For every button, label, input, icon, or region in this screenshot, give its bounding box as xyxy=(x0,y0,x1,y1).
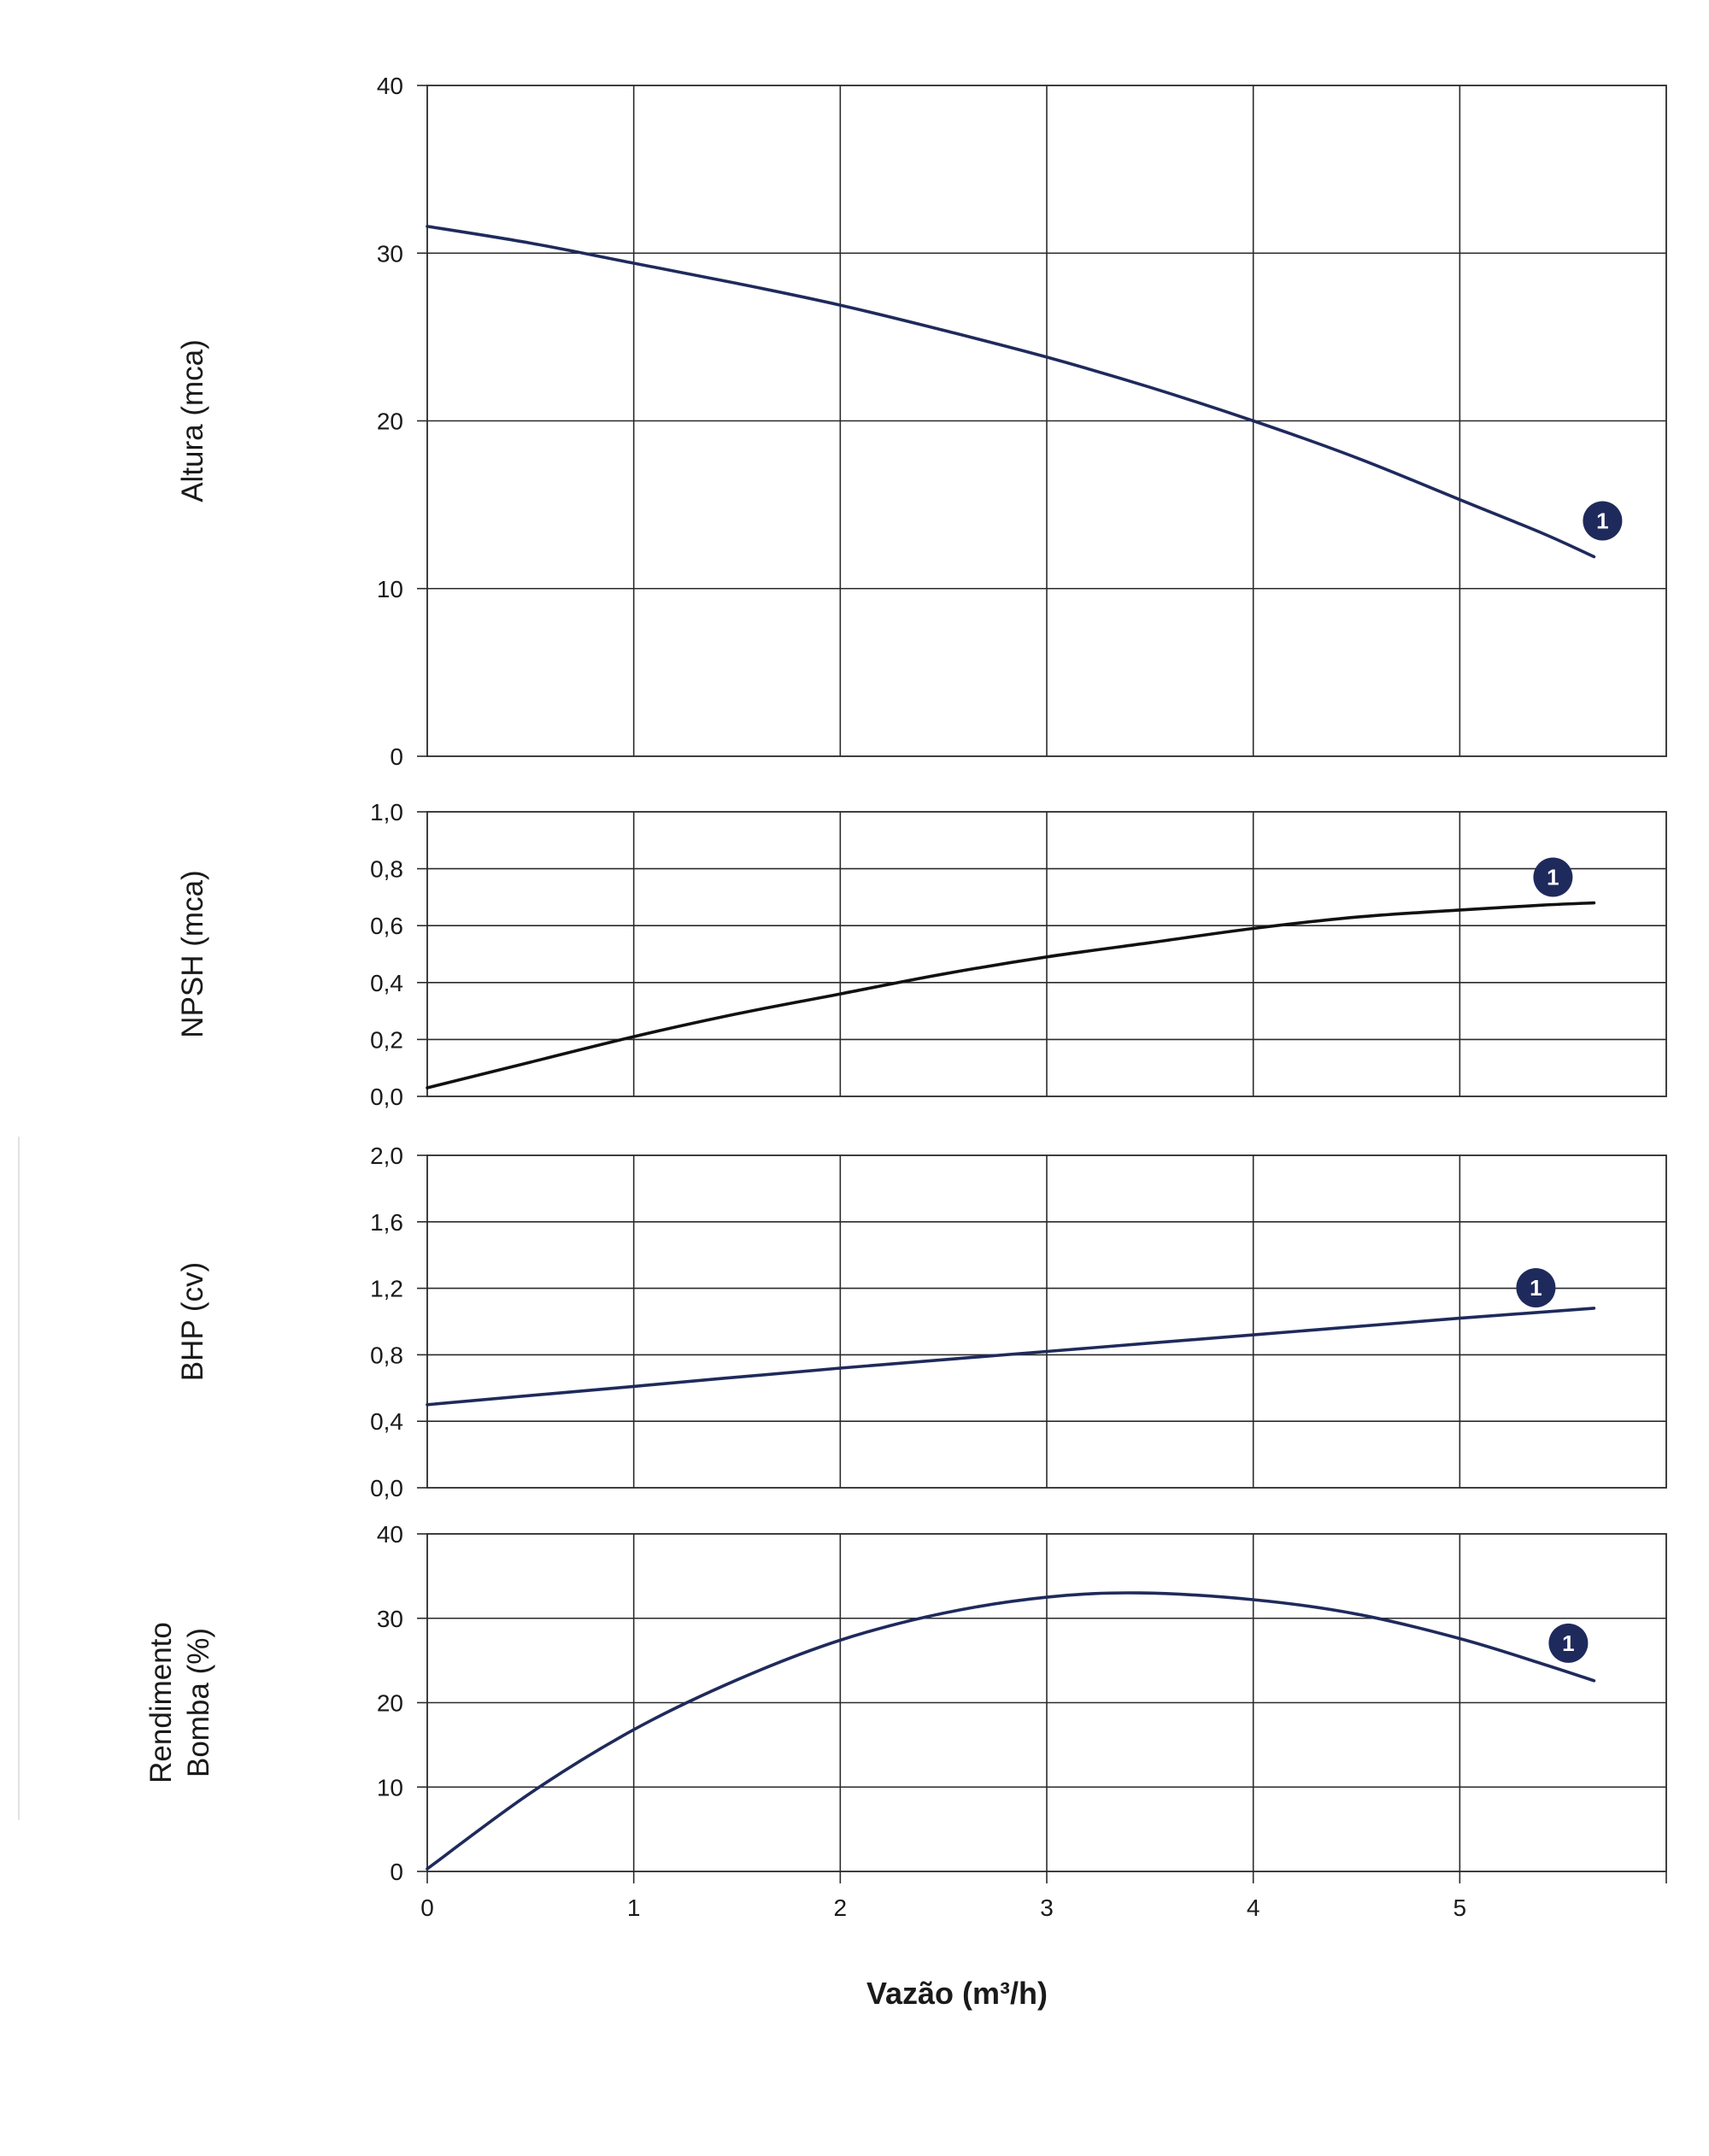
x-tick-label: 3 xyxy=(1040,1895,1054,1921)
series-line xyxy=(426,1591,1596,1871)
plot-frame xyxy=(426,1154,1667,1489)
y-tick-label: 10 xyxy=(377,1774,403,1801)
y-axis-title-line: Rendimento xyxy=(144,1622,178,1783)
chart-panel-4: 0 10 20 30 40 Rendimento Bomba (%) 0 1 2 3 4 5 1 xyxy=(144,1521,1667,1921)
chart-panel-1: 0 10 20 30 40 Altura (mca) 1 xyxy=(176,73,1667,770)
series-marker-label: 1 xyxy=(1596,508,1608,533)
y-tick-label: 1,0 xyxy=(370,799,403,825)
x-axis-title: Vazão (m³/h) xyxy=(866,1976,1048,2011)
series-marker: 1 xyxy=(1548,1623,1589,1663)
series-marker-circle xyxy=(1548,1623,1589,1663)
y-tick-label: 0,8 xyxy=(370,856,403,883)
series-marker: 1 xyxy=(1533,857,1573,897)
plot-frame xyxy=(426,811,1667,1097)
y-tick-label: 1,2 xyxy=(370,1276,403,1302)
series-marker-label: 1 xyxy=(1547,865,1559,890)
y-tick-label: 0 xyxy=(390,743,403,770)
y-tick-label: 30 xyxy=(377,1606,403,1632)
y-tick-label: 0,8 xyxy=(370,1342,403,1368)
y-tick-label: 2,0 xyxy=(370,1143,403,1169)
x-tick-label: 4 xyxy=(1247,1895,1260,1921)
y-tick-label: 0,2 xyxy=(370,1026,403,1053)
x-tick-label: 5 xyxy=(1454,1895,1467,1921)
y-tick-label: 40 xyxy=(377,73,403,99)
series-marker-circle xyxy=(1583,501,1623,541)
y-tick-label: 1,6 xyxy=(370,1209,403,1236)
y-tick-label: 0 xyxy=(390,1859,403,1885)
y-tick-label: 40 xyxy=(377,1521,403,1548)
y-axis-title: BHP (cv) xyxy=(176,1262,209,1381)
y-tick-label: 0,4 xyxy=(370,1408,403,1435)
x-tick-label: 2 xyxy=(834,1895,848,1921)
y-tick-label: 0,6 xyxy=(370,913,403,939)
y-tick-label: 0,0 xyxy=(370,1084,403,1110)
x-tick-label: 0 xyxy=(420,1895,434,1921)
series-line xyxy=(426,1307,1596,1407)
y-tick-label: 0,4 xyxy=(370,970,403,996)
y-tick-label: 20 xyxy=(377,408,403,435)
series-marker: 1 xyxy=(1516,1267,1556,1307)
chart-panel-2: 0,0 0,2 0,4 0,6 0,8 1,0 NPSH (mca) 1 xyxy=(176,799,1667,1110)
series-marker: 1 xyxy=(1583,501,1623,541)
y-tick-label: 20 xyxy=(377,1690,403,1717)
series-marker-label: 1 xyxy=(1530,1275,1542,1301)
y-tick-label: 0,0 xyxy=(370,1475,403,1501)
y-tick-label: 10 xyxy=(377,576,403,602)
series-marker-circle xyxy=(1533,857,1573,897)
y-axis-title: NPSH (mca) xyxy=(176,870,209,1037)
series-line xyxy=(426,901,1596,1090)
plot-frame xyxy=(426,85,1667,757)
y-tick-label: 30 xyxy=(377,240,403,267)
series-marker-circle xyxy=(1516,1267,1556,1307)
series-marker-label: 1 xyxy=(1562,1630,1574,1656)
series-line xyxy=(426,225,1596,559)
x-tick-label: 1 xyxy=(627,1895,641,1921)
chart-panel-3: 0,0 0,4 0,8 1,2 1,6 2,0 BHP (cv) 1 xyxy=(176,1143,1667,1501)
y-axis-title-line: Bomba (%) xyxy=(182,1628,215,1777)
y-axis-title: Altura (mca) xyxy=(176,339,209,502)
